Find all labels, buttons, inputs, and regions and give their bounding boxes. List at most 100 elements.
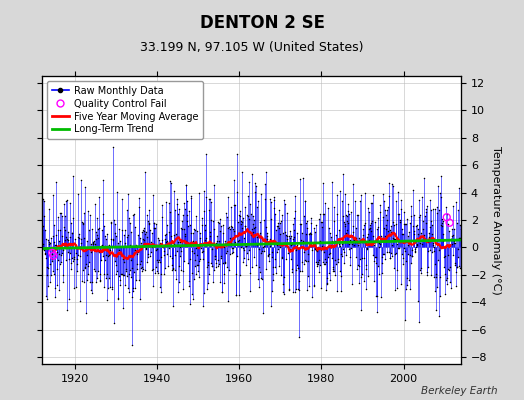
Point	[45, 238, 53, 245]
Point	[217, 255, 225, 262]
Point	[258, 235, 266, 241]
Point	[305, 283, 313, 290]
Point	[137, 258, 146, 264]
Point	[49, 222, 58, 228]
Point	[48, 250, 56, 257]
Point	[363, 245, 371, 252]
Point	[304, 258, 312, 264]
Point	[286, 228, 294, 234]
Point	[136, 240, 145, 246]
Point	[281, 241, 290, 248]
Point	[83, 277, 91, 283]
Point	[143, 259, 151, 265]
Point	[263, 230, 271, 236]
Point	[269, 194, 278, 200]
Point	[149, 220, 158, 226]
Point	[290, 193, 299, 200]
Point	[105, 251, 114, 257]
Point	[193, 228, 201, 234]
Point	[145, 207, 154, 214]
Point	[390, 265, 399, 272]
Point	[132, 242, 140, 248]
Point	[280, 196, 288, 203]
Point	[86, 249, 95, 255]
Point	[246, 200, 255, 207]
Point	[292, 247, 301, 253]
Point	[140, 169, 149, 175]
Point	[441, 271, 450, 278]
Point	[289, 221, 298, 228]
Point	[403, 282, 411, 288]
Point	[180, 258, 188, 265]
Point	[183, 260, 192, 266]
Point	[254, 233, 263, 239]
Point	[285, 286, 293, 292]
Point	[100, 271, 108, 277]
Point	[322, 258, 330, 265]
Point	[397, 206, 405, 212]
Point	[172, 231, 180, 238]
Point	[152, 264, 160, 270]
Point	[350, 235, 358, 242]
Point	[355, 279, 363, 286]
Point	[370, 241, 378, 248]
Point	[97, 227, 106, 233]
Point	[55, 238, 63, 245]
Point	[374, 224, 382, 230]
Point	[170, 241, 178, 247]
Point	[47, 256, 56, 262]
Point	[82, 310, 91, 316]
Point	[258, 247, 267, 254]
Point	[156, 259, 164, 266]
Point	[266, 195, 275, 202]
Point	[383, 217, 391, 224]
Point	[133, 266, 141, 272]
Point	[69, 173, 77, 179]
Point	[151, 243, 159, 249]
Point	[92, 236, 101, 242]
Point	[78, 218, 86, 225]
Point	[363, 234, 371, 240]
Point	[289, 288, 297, 295]
Point	[218, 289, 226, 295]
Point	[389, 219, 397, 225]
Point	[418, 237, 427, 243]
Point	[356, 237, 364, 243]
Point	[354, 212, 363, 218]
Point	[413, 240, 421, 247]
Point	[403, 215, 411, 222]
Point	[323, 253, 332, 260]
Point	[39, 196, 47, 202]
Point	[54, 214, 62, 220]
Point	[299, 175, 307, 181]
Point	[406, 252, 414, 258]
Point	[386, 255, 395, 261]
Point	[449, 202, 457, 209]
Point	[166, 178, 174, 184]
Point	[387, 252, 396, 259]
Point	[449, 252, 457, 258]
Point	[249, 213, 257, 219]
Point	[271, 226, 280, 233]
Point	[293, 262, 301, 268]
Point	[107, 219, 116, 225]
Point	[409, 223, 417, 230]
Point	[336, 288, 345, 294]
Point	[367, 200, 375, 206]
Point	[381, 222, 390, 228]
Point	[119, 232, 128, 238]
Point	[199, 303, 208, 309]
Point	[58, 250, 67, 256]
Point	[168, 262, 177, 268]
Point	[203, 239, 212, 246]
Point	[103, 271, 111, 278]
Point	[367, 228, 376, 234]
Point	[101, 256, 109, 263]
Point	[144, 251, 152, 258]
Point	[202, 235, 211, 241]
Point	[339, 171, 347, 178]
Point	[264, 253, 272, 259]
Point	[188, 270, 196, 276]
Point	[378, 251, 387, 258]
Point	[327, 243, 335, 249]
